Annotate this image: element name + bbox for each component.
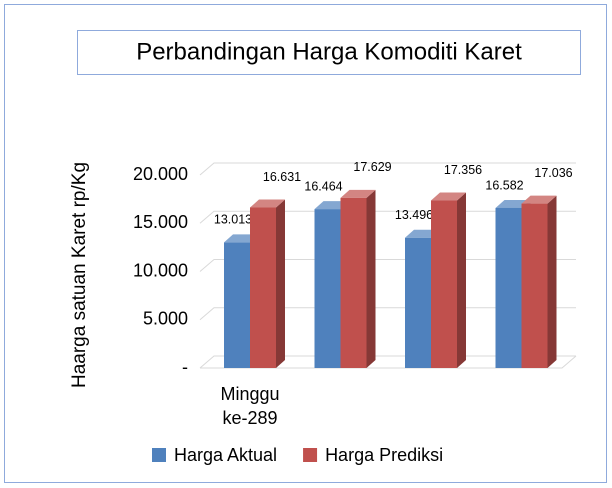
legend-swatch [152, 448, 166, 462]
bar [224, 242, 250, 368]
bar [495, 207, 522, 368]
y-axis-label: Haarga satuan Karet rp/Kg [69, 162, 90, 388]
legend-label: Harga Prediksi [325, 445, 443, 465]
data-label: 13.496 [395, 208, 433, 222]
bar-top [521, 195, 557, 204]
bar [340, 197, 367, 368]
title-box [77, 30, 581, 75]
bar [431, 200, 457, 368]
grid-line [199, 162, 576, 176]
bar-top [431, 192, 466, 201]
bar [314, 209, 341, 368]
bar-top [250, 199, 285, 208]
bar [521, 203, 548, 368]
y-tick-label: - [182, 357, 188, 377]
data-label: 13.013 [214, 213, 252, 227]
y-tick-label: 10.000 [133, 260, 188, 280]
bar-top [340, 189, 376, 198]
bar-side [547, 195, 557, 368]
data-label: 17.036 [534, 166, 572, 180]
data-label: 16.631 [263, 170, 301, 184]
bar [250, 207, 276, 368]
y-tick-label: 15.000 [133, 212, 188, 232]
legend-swatch [303, 448, 318, 462]
y-tick-label: 20.000 [133, 164, 188, 184]
data-label: 17.629 [353, 160, 391, 174]
x-tick-label: Minggu ke-289 [220, 384, 280, 428]
data-label: 16.464 [304, 179, 342, 193]
data-label: 17.356 [444, 163, 482, 177]
bar-side [276, 199, 285, 368]
chart-title: Perbandingan Harga Komoditi Karet [136, 38, 522, 65]
data-label: 16.582 [485, 178, 523, 192]
legend-label: Harga Aktual [174, 445, 277, 465]
bar [405, 237, 431, 368]
bar-side [366, 189, 376, 368]
y-tick-label: 5.000 [143, 309, 188, 329]
bar-side [457, 192, 466, 368]
